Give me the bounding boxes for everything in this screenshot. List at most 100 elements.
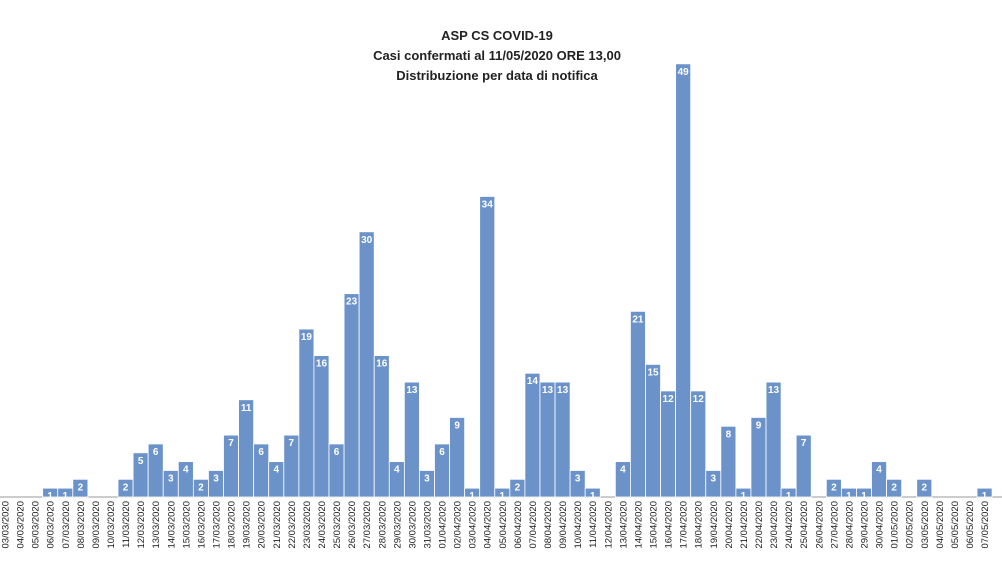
x-tick-label: 31/03/2020 [422,501,433,549]
x-tick-label: 01/05/2020 [890,501,901,549]
bar [690,390,707,498]
value-label: 2 [921,482,927,493]
value-label: 12 [693,394,705,405]
value-label: 2 [123,482,129,493]
bar [449,417,466,498]
value-label: 16 [316,359,328,370]
x-tick-label: 14/04/2020 [633,501,644,549]
bar [660,390,677,498]
x-tick-label: 27/04/2020 [829,501,840,549]
value-label: 1 [861,491,867,502]
x-tick-label: 07/04/2020 [528,501,539,549]
x-tick-label: 27/03/2020 [362,501,373,549]
value-label: 2 [198,482,204,493]
value-label: 1 [47,491,53,502]
chart-title: ASP CS COVID-19 [441,28,553,43]
x-tick-label: 29/04/2020 [859,501,870,549]
x-tick-label: 15/03/2020 [181,501,192,549]
value-label: 4 [394,465,400,476]
x-tick-label: 12/03/2020 [136,501,147,549]
value-label: 1 [590,491,596,502]
value-label: 4 [620,465,626,476]
x-tick-label: 13/03/2020 [151,501,162,549]
x-tick-label: 10/03/2020 [106,501,117,549]
x-tick-label: 02/04/2020 [453,501,464,549]
value-label: 4 [273,465,279,476]
x-tick-label: 11/03/2020 [121,501,132,548]
bar [479,196,496,498]
value-label: 4 [876,465,882,476]
bar [358,231,375,498]
x-tick-label: 05/05/2020 [950,501,961,549]
value-label: 3 [711,473,717,484]
bar [630,310,646,498]
x-tick-label: 08/04/2020 [543,501,554,549]
x-tick-label: 09/03/2020 [91,501,102,549]
value-label: 1 [469,491,475,502]
x-tick-label: 24/03/2020 [317,501,328,549]
x-tick-label: 05/03/2020 [31,501,42,549]
x-tick-label: 19/04/2020 [709,501,720,549]
x-tick-label: 20/04/2020 [724,501,735,549]
x-tick-label: 03/05/2020 [920,501,931,549]
value-label: 8 [726,429,732,440]
x-tick-label: 03/04/2020 [468,501,479,549]
value-label: 12 [663,394,675,405]
x-tick-label: 15/04/2020 [649,501,660,549]
value-label: 13 [406,385,418,396]
value-label: 1 [741,491,747,502]
bar [238,399,255,498]
chart-subtitle: Distribuzione per data di notifica [396,68,598,83]
x-tick-label: 17/04/2020 [679,501,690,549]
x-tick-label: 06/03/2020 [46,501,57,549]
value-label: 2 [515,482,521,493]
x-tick-label: 03/03/2020 [1,501,12,549]
x-tick-label: 26/03/2020 [347,501,358,549]
value-label: 1 [982,491,988,502]
value-label: 11 [241,403,252,414]
bar [313,355,330,498]
bar [72,478,89,498]
value-label: 1 [62,491,68,502]
bar [675,63,692,498]
value-label: 13 [557,385,569,396]
x-tick-label: 02/05/2020 [905,501,916,549]
bar [916,478,933,498]
value-label: 7 [289,438,295,449]
value-label: 2 [891,482,897,493]
x-tick-label: 23/03/2020 [302,501,313,549]
value-label: 3 [168,473,174,484]
bar [569,470,586,498]
x-tick-label: 08/03/2020 [76,501,87,549]
value-label: 13 [768,385,780,396]
value-label: 3 [424,473,430,484]
value-label: 7 [801,438,807,449]
x-tick-label: 17/03/2020 [211,501,222,549]
x-tick-label: 10/04/2020 [573,501,584,549]
bar [886,478,903,498]
x-tick-label: 28/04/2020 [844,501,855,549]
bar [343,293,360,498]
x-tick-label: 07/05/2020 [980,501,991,549]
value-label: 3 [213,473,219,484]
value-label: 5 [138,456,144,467]
value-label: 6 [258,447,264,458]
x-tick-label: 13/04/2020 [618,501,629,549]
x-tick-label: 19/03/2020 [242,501,253,549]
value-label: 6 [334,447,340,458]
x-tick-label: 05/04/2020 [498,501,509,549]
x-tick-label: 18/03/2020 [227,501,238,549]
bar [645,363,661,498]
value-label: 13 [542,385,554,396]
x-tick-label: 25/03/2020 [332,501,343,549]
x-tick-label: 30/04/2020 [875,501,886,549]
bar [539,381,556,498]
bar [765,381,782,498]
x-tick-label: 22/04/2020 [754,501,765,549]
value-label: 19 [301,332,313,343]
value-label: 15 [647,367,659,378]
value-label: 16 [376,359,388,370]
x-tick-label: 16/04/2020 [664,501,675,549]
x-tick-label: 23/04/2020 [769,501,780,549]
